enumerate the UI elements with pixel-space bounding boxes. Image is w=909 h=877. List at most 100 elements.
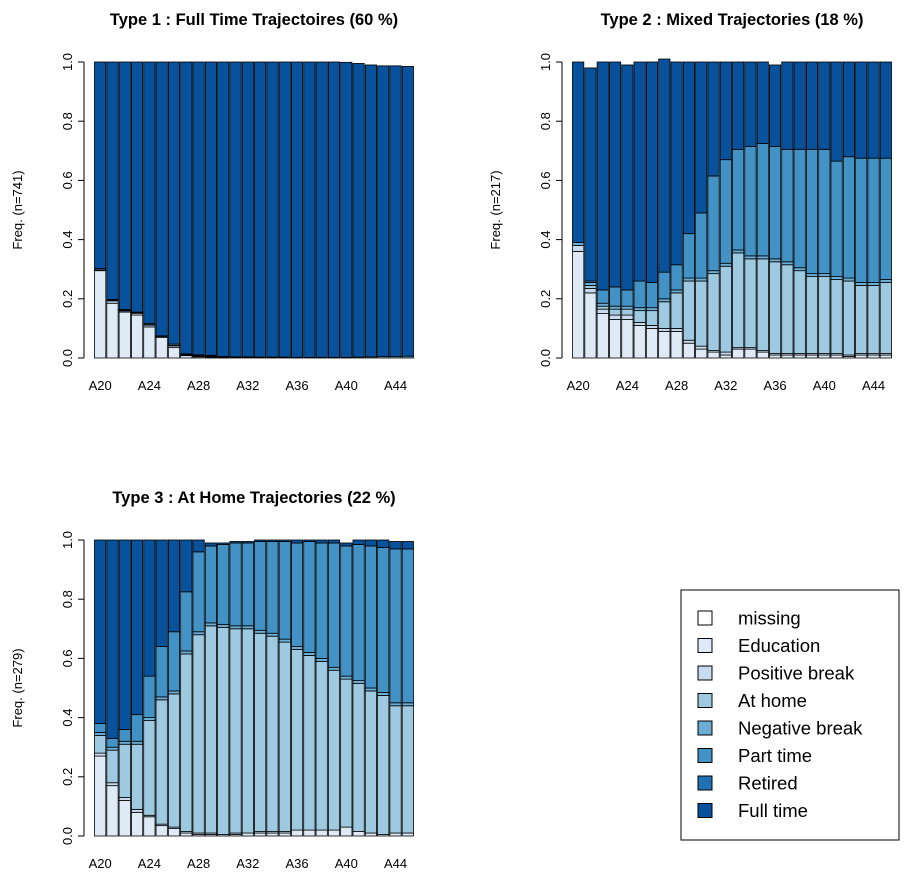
- bar-segment-full-time: [155, 61, 168, 337]
- bar-segment-education: [401, 832, 414, 837]
- bar-segment-full-time: [707, 61, 720, 177]
- bar-segment-full-time: [572, 61, 585, 243]
- bar-segment-positive-break: [695, 345, 708, 350]
- bar-segment-negative-break: [855, 282, 868, 286]
- bar-segment-education: [94, 755, 107, 837]
- x-axis: A20 A24 A28 A32 A36 A40 A44: [89, 856, 408, 871]
- bar-segment-full-time: [340, 61, 353, 358]
- bar-segment-positive-break: [658, 327, 671, 332]
- bar-segment-negative-break: [352, 680, 365, 684]
- bar-segment-full-time: [781, 61, 794, 150]
- bar-segment-education: [572, 251, 585, 359]
- bar-segment-education: [879, 354, 892, 359]
- bar-segment-full-time: [719, 61, 732, 161]
- bar-segment-at-home: [94, 734, 107, 754]
- bar-segment-education: [744, 348, 757, 359]
- bar-segment-at-home: [315, 660, 328, 831]
- bar-segment-full-time: [867, 61, 880, 159]
- bar-segment-education: [131, 314, 144, 359]
- bar-segment-negative-break: [609, 305, 622, 310]
- bar-segment-part-time: [278, 541, 291, 640]
- bar-segment-full-time: [217, 542, 230, 545]
- bar-segment-positive-break: [94, 752, 107, 757]
- bar-segment-full-time: [229, 61, 242, 358]
- bar-segment-negative-break: [867, 282, 880, 286]
- bar-segment-negative-break: [192, 631, 205, 636]
- bar-segment-full-time: [756, 61, 769, 144]
- x-tick-label: A40: [335, 856, 358, 871]
- bar-segment-part-time: [633, 280, 646, 309]
- x-tick-label: A44: [384, 856, 407, 871]
- bar-segment-part-time: [401, 548, 414, 704]
- y-tick-label: 0.0: [538, 349, 553, 367]
- bar-segment-at-home: [867, 285, 880, 354]
- bar-segment-full-time: [596, 61, 609, 291]
- bar-segment-at-home: [229, 628, 242, 834]
- bar-segment-at-home: [217, 626, 230, 835]
- bar-segment-at-home: [756, 258, 769, 351]
- bar-segment-full-time: [793, 61, 806, 150]
- panel-title: Type 2 : Mixed Trajectories (18 %): [601, 11, 864, 29]
- bar-segment-negative-break: [842, 277, 855, 282]
- bar-segment-at-home: [340, 678, 353, 828]
- bar-segment-full-time: [204, 61, 217, 356]
- bar-segment-positive-break: [719, 351, 732, 356]
- bar-segment-negative-break: [389, 702, 402, 707]
- bar-segment-full-time: [291, 61, 304, 358]
- bar-segment-negative-break: [682, 277, 695, 282]
- y-tick-label: 0.0: [60, 349, 75, 367]
- bar-segment-part-time: [879, 157, 892, 280]
- bar-segment-full-time: [217, 61, 230, 357]
- bar-segment-at-home: [389, 705, 402, 834]
- y-tick-label: 0.0: [60, 827, 75, 845]
- bar-segment-part-time: [254, 541, 267, 631]
- bar-segment-negative-break: [830, 276, 843, 280]
- bar-segment-at-home: [584, 285, 597, 289]
- bar-segment-education: [855, 354, 868, 359]
- panel-title: Type 3 : At Home Trajectories (22 %): [112, 489, 395, 507]
- bar-segment-education: [155, 825, 168, 837]
- y-tick-label: 1.0: [538, 53, 553, 71]
- bar-segment-full-time: [315, 61, 328, 358]
- bar-segment-part-time: [707, 175, 720, 272]
- bar-segment-negative-break: [805, 273, 819, 278]
- bar-segment-part-time: [327, 542, 341, 668]
- bar-segment-part-time: [118, 729, 131, 742]
- legend-label: Full time: [738, 800, 808, 821]
- bar-segment-at-home: [695, 280, 708, 347]
- bar-segment-part-time: [167, 631, 181, 692]
- bar-segment-full-time: [254, 539, 267, 542]
- bar-segment-full-time: [855, 61, 868, 159]
- bar-segment-education: [633, 325, 646, 359]
- bar-segment-full-time: [143, 61, 156, 324]
- bar-segment-at-home: [155, 699, 168, 825]
- bar-segment-full-time: [167, 61, 181, 345]
- bar-segment-education: [621, 319, 634, 359]
- y-axis-label: Freq. (n=217): [488, 170, 503, 249]
- bar-segment-full-time: [352, 539, 365, 545]
- bar-segment-part-time: [192, 551, 205, 633]
- bar-segment-education: [756, 351, 769, 359]
- x-tick-label: A32: [714, 378, 737, 393]
- bar-segment-education: [266, 832, 279, 837]
- panel-title: Type 1 : Full Time Trajectoires (60 %): [110, 11, 398, 29]
- bar-segment-education: [695, 348, 708, 359]
- x-tick-label: A36: [286, 856, 309, 871]
- bar-segment-education: [106, 785, 119, 837]
- bar-segment-at-home: [364, 690, 377, 834]
- bar-segment-full-time: [204, 542, 217, 547]
- bar-segment-full-time: [621, 64, 634, 291]
- x-tick-label: A20: [89, 856, 112, 871]
- bar-segment-part-time: [364, 545, 377, 689]
- bar-segment-at-home: [842, 280, 855, 356]
- bar-segment-education: [118, 311, 131, 359]
- bar-segment-full-time: [352, 63, 365, 358]
- bar-segment-negative-break: [769, 258, 782, 263]
- bar-segment-negative-break: [180, 650, 193, 655]
- bar-segment-full-time: [180, 61, 193, 355]
- bar-segment-part-time: [695, 212, 708, 279]
- x-tick-label: A20: [89, 378, 112, 393]
- bar-segment-full-time: [118, 61, 131, 310]
- bar-segment-negative-break: [241, 625, 254, 630]
- bar-segment-at-home: [769, 261, 782, 354]
